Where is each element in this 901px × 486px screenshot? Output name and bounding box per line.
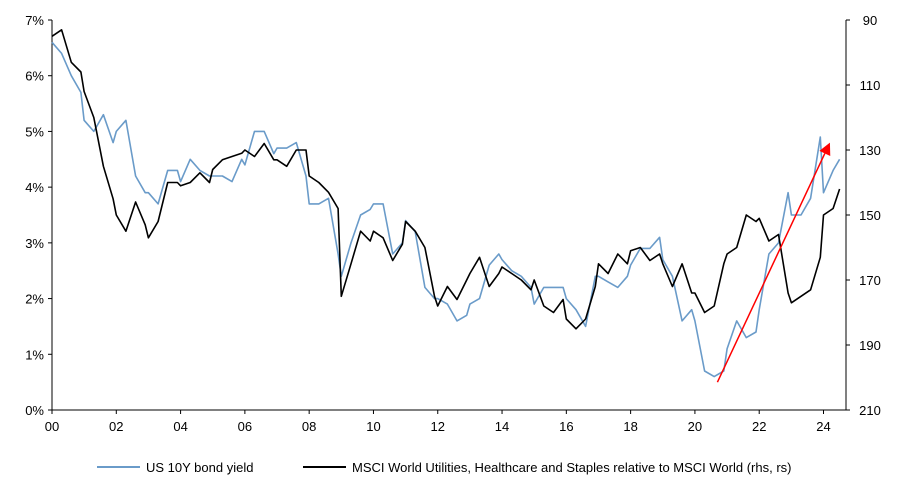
x-tick-label: 14 bbox=[495, 419, 509, 434]
y-left-tick-label: 4% bbox=[25, 180, 44, 195]
y-axis-right: 90 110 130 150 170 190 210 bbox=[846, 13, 881, 418]
series-line-msci bbox=[51, 28, 841, 330]
y-left-tick-label: 7% bbox=[25, 13, 44, 28]
x-tick-label: 20 bbox=[688, 419, 702, 434]
legend: US 10Y bond yield MSCI World Utilities, … bbox=[97, 460, 792, 475]
x-tick-label: 08 bbox=[302, 419, 316, 434]
y-axis-left: 0% 1% 2% 3% 4% 5% 6% 7% bbox=[25, 13, 52, 418]
x-tick-label: 02 bbox=[109, 419, 123, 434]
series-line-us10y bbox=[51, 41, 841, 378]
y-right-tick-label: 110 bbox=[860, 78, 881, 93]
y-right-tick-label: 90 bbox=[863, 13, 877, 28]
y-left-tick-label: 6% bbox=[25, 69, 44, 84]
y-left-tick-label: 0% bbox=[25, 403, 44, 418]
x-tick-label: 04 bbox=[173, 419, 187, 434]
x-tick-label: 18 bbox=[623, 419, 637, 434]
y-left-tick-label: 1% bbox=[25, 347, 44, 362]
y-right-tick-label: 150 bbox=[859, 208, 881, 223]
y-right-tick-label: 190 bbox=[859, 338, 881, 353]
y-right-tick-label: 170 bbox=[859, 273, 881, 288]
legend-label-msci: MSCI World Utilities, Healthcare and Sta… bbox=[352, 460, 792, 475]
y-left-tick-label: 5% bbox=[25, 124, 44, 139]
trend-arrow-head bbox=[819, 142, 831, 156]
x-tick-label: 10 bbox=[366, 419, 380, 434]
y-right-tick-label: 130 bbox=[859, 143, 881, 158]
x-tick-label: 12 bbox=[431, 419, 445, 434]
x-tick-label: 06 bbox=[238, 419, 252, 434]
x-tick-label: 24 bbox=[816, 419, 830, 434]
x-axis: 00 02 04 06 08 10 12 14 16 18 20 22 24 bbox=[45, 410, 831, 434]
trend-arrow-line bbox=[716, 153, 826, 383]
annotation-layer bbox=[716, 142, 831, 383]
y-left-tick-label: 3% bbox=[25, 236, 44, 251]
y-left-tick-label: 2% bbox=[25, 292, 44, 307]
x-tick-label: 16 bbox=[559, 419, 573, 434]
x-tick-label: 00 bbox=[45, 419, 59, 434]
series-layer bbox=[51, 28, 841, 378]
legend-label-us10y: US 10Y bond yield bbox=[146, 460, 253, 475]
x-tick-label: 22 bbox=[752, 419, 766, 434]
y-right-tick-label: 210 bbox=[859, 403, 881, 418]
